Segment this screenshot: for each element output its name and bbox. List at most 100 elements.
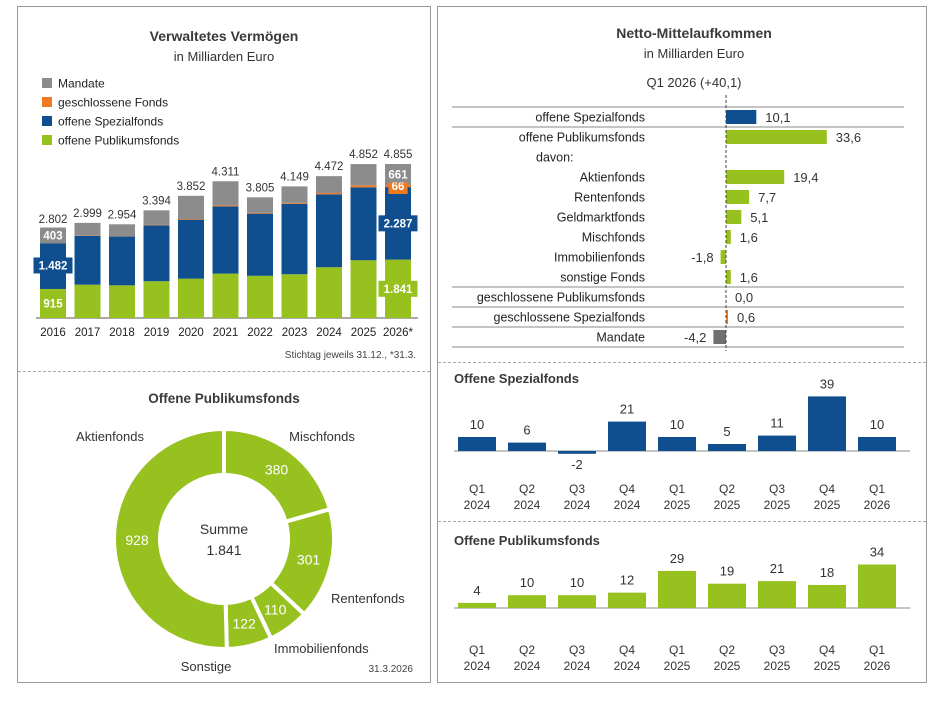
netflow-row-label-mischfonds: Mischfonds bbox=[582, 231, 645, 245]
x-tick-2024: 2024 bbox=[316, 327, 342, 339]
total-label-2017: 2.999 bbox=[73, 208, 102, 220]
quarterly-bar-retail_quarterly-6 bbox=[758, 581, 796, 608]
netflow-bar-sonstige-fonds bbox=[726, 270, 731, 284]
total-label-2026: 4.855 bbox=[384, 149, 413, 161]
quarterly-tick-year-special_quarterly-7: 2025 bbox=[814, 498, 841, 512]
left-divider bbox=[18, 371, 430, 372]
netflow-bar-offene-publikumsfonds bbox=[726, 130, 827, 144]
quarterly-tick-q-retail_quarterly-7: Q4 bbox=[819, 643, 835, 657]
quarterly-value-retail_quarterly-4: 29 bbox=[670, 551, 684, 566]
bar-2023-mandate bbox=[281, 186, 308, 203]
quarterly-tick-q-special_quarterly-2: Q3 bbox=[569, 482, 585, 496]
quarterly-bar-retail_quarterly-3 bbox=[608, 592, 646, 608]
quarterly-value-retail_quarterly-0: 4 bbox=[473, 583, 480, 598]
segment-label-bg-mandate-10 bbox=[385, 166, 411, 183]
right-divider-1 bbox=[438, 362, 926, 363]
x-tick-2016: 2016 bbox=[40, 327, 66, 339]
segment-label-mandate-10: 661 bbox=[388, 170, 408, 182]
netflow-row-label-offene-publikumsfonds: offene Publikumsfonds bbox=[519, 131, 645, 145]
donut-category-mischfonds: Mischfonds bbox=[289, 429, 355, 444]
segment-label-bg-offene-spezialfonds-10 bbox=[378, 215, 418, 232]
quarterly-value-retail_quarterly-3: 12 bbox=[620, 573, 634, 588]
netflow-bar-immobilienfonds bbox=[720, 250, 726, 264]
bar-2019-mandate bbox=[143, 210, 170, 225]
quarterly-tick-q-retail_quarterly-4: Q1 bbox=[669, 643, 685, 657]
donut-category-rentenfonds: Rentenfonds bbox=[331, 591, 405, 606]
legend-swatch-offene-publikumsfonds bbox=[42, 135, 52, 145]
netflow-subtitle: in Milliarden Euro bbox=[644, 46, 744, 61]
quarterly-value-retail_quarterly-6: 21 bbox=[770, 561, 784, 576]
bar-2024-geschlossene-fonds bbox=[316, 192, 342, 195]
left-chart-canvas: Verwaltetes Vermögen in Milliarden Euro Ma… bbox=[33, 28, 418, 675]
total-label-2018: 2.954 bbox=[108, 209, 137, 221]
bar-2024-offene-publikumsfonds bbox=[316, 267, 342, 318]
quarterly-value-special_quarterly-0: 10 bbox=[470, 417, 484, 432]
quarterly-value-special_quarterly-2: -2 bbox=[571, 457, 583, 472]
quarterly-tick-q-retail_quarterly-2: Q3 bbox=[569, 643, 585, 657]
x-tick-2019: 2019 bbox=[144, 327, 170, 339]
total-label-2025: 4.852 bbox=[349, 149, 378, 161]
total-label-2020: 3.852 bbox=[177, 181, 206, 193]
right-panel: Netto-Mittelaufkommen in Milliarden Euro Q… bbox=[437, 6, 927, 683]
netflow-row-label-offene-spezialfonds: offene Spezialfonds bbox=[535, 111, 645, 125]
donut-category-immobilienfonds: Immobilienfonds bbox=[274, 641, 369, 656]
quarterly-value-special_quarterly-4: 10 bbox=[670, 417, 684, 432]
segment-label-offene-publikumsfonds-0: 915 bbox=[43, 299, 63, 311]
netflow-row-label-aktienfonds: Aktienfonds bbox=[580, 171, 645, 185]
bar-2025-offene-spezialfonds bbox=[350, 187, 377, 261]
total-label-2019: 3.394 bbox=[142, 195, 171, 207]
bar-2021-offene-spezialfonds bbox=[212, 206, 239, 274]
netflow-value-geschlossene-spezialfonds: 0,6 bbox=[737, 310, 755, 325]
x-tick-2017: 2017 bbox=[75, 327, 101, 339]
quarterly-bar-special_quarterly-8 bbox=[858, 437, 896, 451]
quarterly-tick-q-special_quarterly-4: Q1 bbox=[669, 482, 685, 496]
quarterly-tick-year-special_quarterly-4: 2025 bbox=[664, 498, 691, 512]
donut-value-rentenfonds: 301 bbox=[297, 552, 321, 568]
quarterly-bar-retail_quarterly-2 bbox=[558, 595, 596, 608]
bar-2025-offene-publikumsfonds bbox=[350, 260, 377, 318]
netflow-row-label-geschlossene-publikumsfonds: geschlossene Publikumsfonds bbox=[477, 291, 645, 305]
quarterly-bar-special_quarterly-3 bbox=[608, 421, 646, 451]
legend-swatch-geschlossene-fonds bbox=[42, 97, 52, 107]
quarterly-tick-q-retail_quarterly-5: Q2 bbox=[719, 643, 735, 657]
netflow-value-geldmarktfonds: 5,1 bbox=[750, 210, 768, 225]
netflow-value-rentenfonds: 7,7 bbox=[758, 190, 776, 205]
right-chart-canvas: Netto-Mittelaufkommen in Milliarden Euro Q… bbox=[452, 25, 910, 673]
legend-label-mandate: Mandate bbox=[58, 77, 105, 91]
quarterly-tick-q-special_quarterly-1: Q2 bbox=[519, 482, 535, 496]
x-tick-2020: 2020 bbox=[178, 327, 204, 339]
quarterly-value-special_quarterly-5: 5 bbox=[723, 424, 730, 439]
quarterly-tick-year-special_quarterly-2: 2024 bbox=[564, 498, 591, 512]
netflow-value-offene-publikumsfonds: 33,6 bbox=[836, 130, 861, 145]
netflow-row-label-geschlossene-spezialfonds: geschlossene Spezialfonds bbox=[494, 311, 646, 325]
bar-2020-offene-spezialfonds bbox=[178, 219, 204, 279]
donut-value-mischfonds: 380 bbox=[265, 462, 289, 478]
quarterly-bar-retail_quarterly-1 bbox=[508, 595, 546, 608]
quarterly-value-special_quarterly-3: 21 bbox=[620, 402, 634, 417]
bar-2024-mandate bbox=[316, 176, 342, 193]
bar-2018-offene-spezialfonds bbox=[109, 236, 135, 286]
quarterly-bar-special_quarterly-7 bbox=[808, 396, 846, 451]
bar-2019-offene-publikumsfonds bbox=[143, 281, 170, 318]
quarterly-tick-year-retail_quarterly-0: 2024 bbox=[464, 659, 491, 673]
quarterly-value-retail_quarterly-1: 10 bbox=[520, 575, 534, 590]
segment-label-offene-spezialfonds-10: 2.287 bbox=[384, 219, 413, 231]
quarterly-tick-year-retail_quarterly-3: 2024 bbox=[614, 659, 641, 673]
netflow-value-geschlossene-publikumsfonds: 0,0 bbox=[735, 290, 753, 305]
donut-category-aktienfonds: Aktienfonds bbox=[76, 429, 144, 444]
aum-footnote: Stichtag jeweils 31.12., *31.3. bbox=[285, 350, 416, 361]
quarterly-value-special_quarterly-1: 6 bbox=[523, 423, 530, 438]
total-label-2023: 4.149 bbox=[280, 171, 309, 183]
quarterly-tick-q-special_quarterly-0: Q1 bbox=[469, 482, 485, 496]
quarterly-tick-q-special_quarterly-5: Q2 bbox=[719, 482, 735, 496]
quarterly-bar-special_quarterly-6 bbox=[758, 435, 796, 451]
total-label-2022: 3.805 bbox=[246, 182, 275, 194]
quarterly-value-retail_quarterly-7: 18 bbox=[820, 565, 834, 580]
legend-label-offene-publikumsfonds: offene Publikumsfonds bbox=[58, 134, 179, 148]
quarterly-tick-year-retail_quarterly-4: 2025 bbox=[664, 659, 691, 673]
total-label-2016: 2.802 bbox=[39, 214, 68, 226]
bar-2022-mandate bbox=[247, 197, 273, 213]
netflow-row-label-mandate: Mandate bbox=[596, 331, 645, 345]
x-tick-2026: 2026* bbox=[383, 327, 414, 339]
quarterly-tick-q-retail_quarterly-6: Q3 bbox=[769, 643, 785, 657]
